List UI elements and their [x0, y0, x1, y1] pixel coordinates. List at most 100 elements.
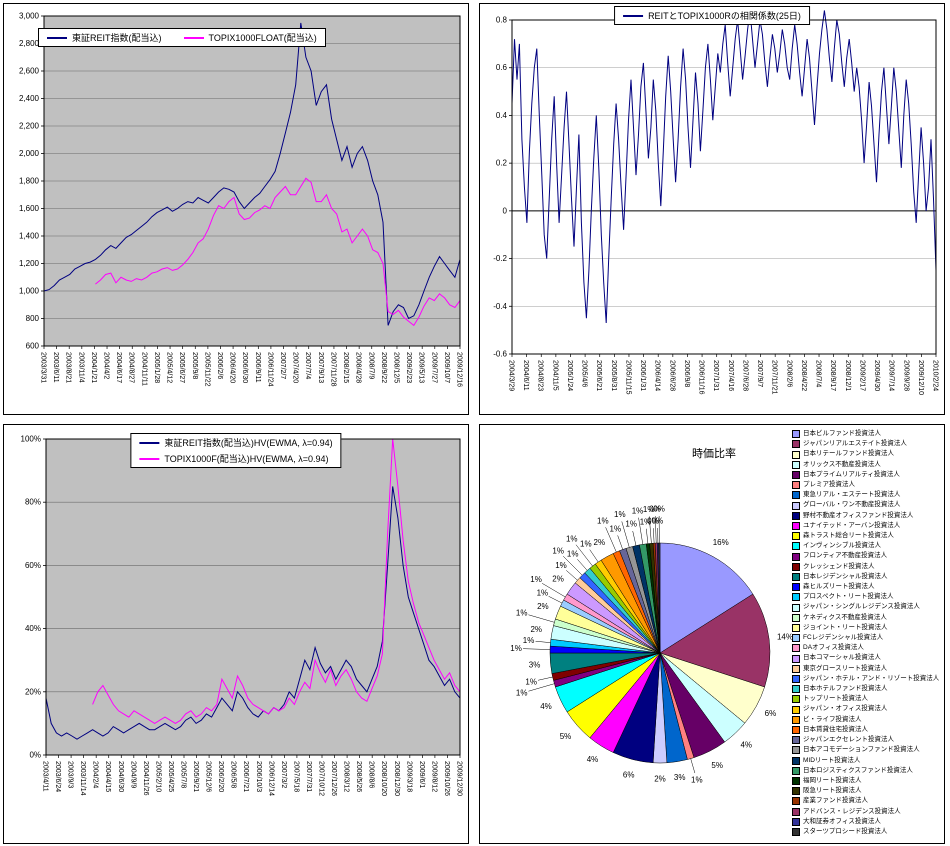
leader-line — [577, 559, 588, 571]
pie-percent-label: 0% — [647, 517, 659, 526]
pie-legend-swatch — [792, 828, 800, 837]
x-label-group: 2003/11/4 — [77, 352, 84, 383]
series-line-sample — [183, 36, 204, 39]
x-label-group: 2006/6/30 — [241, 352, 248, 383]
pie-legend-swatch — [792, 664, 800, 673]
x-axis-label: 2007/11/28 — [329, 352, 336, 387]
pie-legend-label: 森ヒルズリート投資法人 — [803, 583, 875, 591]
x-axis-label: 2005/6/27 — [178, 352, 185, 383]
x-label-group: 2007/7/4 — [304, 352, 311, 379]
pie-legend-item: インヴィンシブル投資法人 — [792, 541, 942, 551]
x-axis-label: 2004/8/27 — [128, 352, 135, 383]
pie-legend-swatch — [792, 542, 800, 551]
x-label-group: 2008/10/20 — [380, 761, 387, 796]
volatility-plot: 0% 20% 40% 60% 80% 100% 2003/4/11 2003/6/24 2003… — [21, 435, 463, 797]
y-axis-label: 1,800 — [19, 177, 40, 186]
pie-legend-swatch — [792, 777, 800, 785]
pie-legend-swatch — [792, 481, 800, 490]
x-label-group: 2005/6/21 — [595, 360, 602, 391]
x-label-group: 2007/1/31 — [712, 360, 719, 391]
pie-legend-swatch — [792, 685, 800, 694]
pie-slice — [659, 542, 754, 654]
x-axis-label: 2005/11/22 — [203, 352, 210, 387]
x-label-group: 2004/11/5 — [551, 360, 558, 391]
pie-legend-item: 日本リテールファンド投資法人 — [792, 449, 942, 459]
x-axis-label: 2008/7/4 — [815, 360, 822, 387]
pie-percent-label: 1% — [597, 516, 609, 525]
x-axis-label: 2005/1/28 — [153, 352, 160, 383]
x-axis-label: 2004/6/17 — [115, 352, 122, 383]
x-label-group: 2007/4/20 — [292, 352, 299, 383]
leader-line — [617, 535, 623, 550]
pie-percent-label: 1% — [614, 510, 626, 519]
pie-percent-label: 0% — [653, 505, 665, 514]
x-axis-label: 2009/4/30 — [873, 360, 880, 391]
correlation-chart[interactable]: -0.6 -0.4 -0.2 0 0.2 0.4 0.6 0.8 2004/3/29 2004/6… — [479, 3, 945, 415]
x-label-group: 2003/6/11 — [52, 352, 59, 383]
x-axis-label: 2005/1/24 — [566, 360, 573, 391]
reit-index-chart[interactable]: 600 800 1,000 1,200 1,400 1,600 1,800 2,000 2,20… — [3, 3, 469, 415]
y-axis-label: 0.6 — [496, 63, 508, 72]
x-axis-label: 2006/4/14 — [654, 360, 661, 391]
x-axis-label: 2008/2/15 — [342, 352, 349, 383]
x-axis-label: 2004/2/4 — [92, 761, 99, 788]
pie-legend-label: ジョイント・リート投資法人 — [803, 623, 888, 631]
series-line — [95, 177, 461, 327]
pie-legend-item: ジャパン・ホテル・アンド・リゾート投資法人 — [792, 674, 942, 684]
x-axis-label: 2003/9/3 — [67, 761, 74, 788]
x-label-group: 2005/11/22 — [203, 352, 210, 387]
pie-legend-item: フロンティア不動産投資法人 — [792, 551, 942, 561]
leader-line — [638, 517, 644, 545]
x-label-group: 2004/4/2 — [103, 352, 110, 379]
x-label-group: 2009/8/12 — [430, 761, 437, 792]
plot-area — [46, 439, 460, 755]
x-axis-label: 2007/5/18 — [292, 761, 299, 792]
pie-percent-label: 2% — [530, 625, 542, 634]
legend-item: TOPIX1000FLOAT(配当込) — [183, 31, 317, 44]
pie-legend-swatch — [792, 562, 800, 571]
y-axis-label: 2,400 — [19, 94, 40, 103]
pie-percent-label: 0% — [649, 505, 661, 514]
x-label-group: 2008/7/4 — [815, 360, 822, 387]
x-axis-label: 2007/7/31 — [305, 761, 312, 792]
x-label-group: 2006/2/6 — [216, 352, 223, 379]
pie-legend-swatch — [792, 430, 800, 439]
x-axis-label: 2008/9/17 — [829, 360, 836, 391]
x-axis-label: 2009/12/10 — [917, 360, 924, 395]
pie-legend-swatch — [792, 501, 800, 510]
x-label-group: 2006/11/24 — [266, 352, 273, 387]
x-axis-label: 2009/2/23 — [405, 352, 412, 383]
pie-legend-swatch — [792, 593, 800, 602]
x-label-group: 2005/4/25 — [167, 761, 174, 792]
x-axis-label: 2007/2/7 — [279, 352, 286, 379]
x-axis-label: 2005/6/21 — [595, 360, 602, 391]
x-label-group: 2009/7/14 — [888, 360, 895, 391]
y-axis-label: 0% — [29, 751, 41, 760]
x-label-group: 2004/9/9 — [129, 761, 136, 788]
x-axis-label: 2007/1/31 — [712, 360, 719, 391]
pie-legend-swatch — [792, 634, 800, 643]
pie-legend-item: MIDリート投資法人 — [792, 756, 942, 766]
pie-legend-swatch — [792, 521, 800, 530]
pie-percent-label: 1% — [525, 677, 537, 686]
series-line-sample — [139, 441, 160, 444]
y-axis-label: 100% — [21, 435, 41, 444]
x-label-group: 2006/4/20 — [229, 352, 236, 383]
y-axis-label: 40% — [25, 624, 41, 633]
x-axis-label: 2004/3/29 — [508, 360, 515, 391]
pie-legend-label: FCレジデンシャル投資法人 — [803, 634, 884, 642]
x-label-group: 2005/6/27 — [178, 352, 185, 383]
pie-legend-label: 日本ホテルファンド投資法人 — [803, 685, 888, 693]
pie-legend-label: 産業ファンド投資法人 — [803, 797, 868, 805]
x-label-group: 2005/8/31 — [610, 360, 617, 391]
market-value-pie-chart[interactable]: 16% 14% 6% 4% 5% 1% 3% 2% 6% 4% 5% 4% 1% 1% 3% 1% 1% 2% 1%… — [479, 424, 945, 844]
x-label-group: 2005/2/10 — [154, 761, 161, 792]
x-label-group: 2005/7/8 — [180, 761, 187, 788]
pie-legend-item: 福岡リート投資法人 — [792, 776, 942, 786]
volatility-chart[interactable]: 0% 20% 40% 60% 80% 100% 2003/4/11 2003/6/24 2003… — [3, 424, 469, 844]
x-label-group: 2009/7/27 — [430, 352, 437, 383]
pie-legend-label: 野村不動産オフィスファンド投資法人 — [803, 511, 914, 519]
pie-percent-label: 1% — [523, 636, 535, 645]
x-axis-label: 2004/11/26 — [142, 761, 149, 796]
leader-line — [528, 614, 555, 623]
